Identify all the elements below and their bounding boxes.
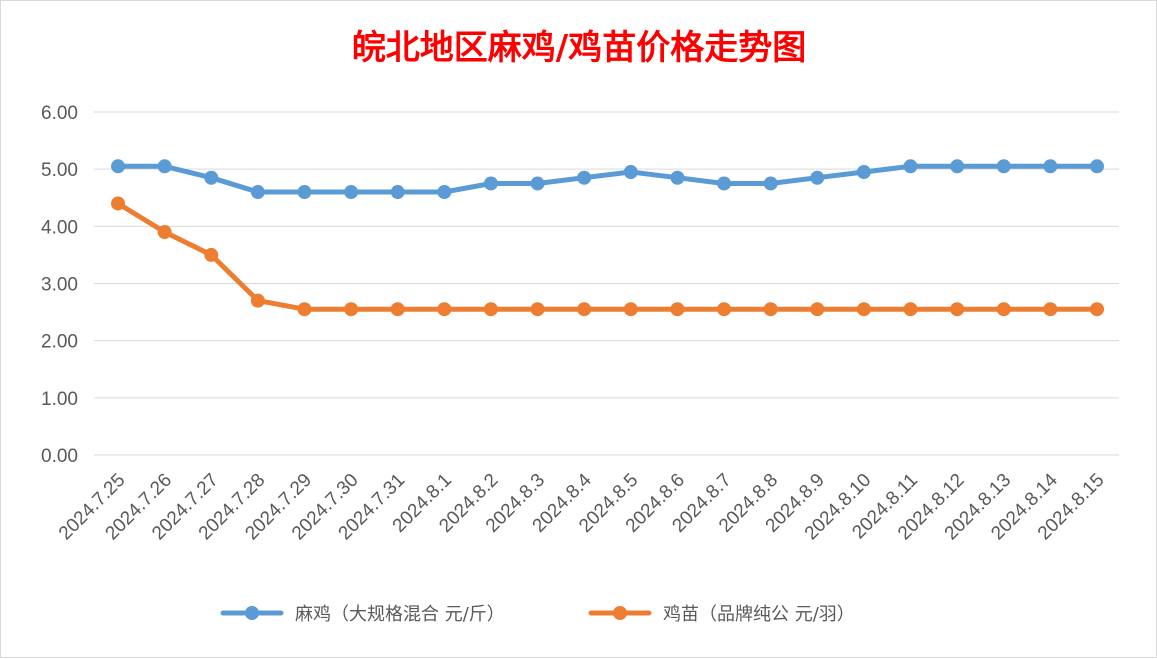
data-point <box>344 185 359 200</box>
data-point <box>670 302 685 317</box>
data-point <box>903 302 918 317</box>
data-point <box>950 302 965 317</box>
x-axis-ticks: 2024.7.252024.7.262024.7.272024.7.282024… <box>55 469 1109 544</box>
chart-title: 皖北地区麻鸡/鸡苗价格走势图 <box>352 28 806 68</box>
data-point <box>530 176 545 191</box>
legend-marker <box>245 606 259 620</box>
legend: 麻鸡（大规格混合 元/斤） 鸡苗（品牌纯公 元/羽） <box>220 604 855 625</box>
data-point <box>437 185 452 200</box>
series-1 <box>111 159 1104 200</box>
y-tick-label: 3.00 <box>41 275 78 296</box>
data-point <box>856 165 871 180</box>
y-tick-label: 1.00 <box>41 389 78 410</box>
data-point <box>717 176 732 191</box>
data-point <box>996 159 1011 174</box>
data-point <box>297 185 312 200</box>
data-point <box>1090 159 1104 174</box>
y-tick-label: 4.00 <box>41 217 78 238</box>
legend-item-1: 麻鸡（大规格混合 元/斤） <box>220 604 505 625</box>
data-point <box>390 302 405 317</box>
data-point <box>297 302 312 317</box>
data-point <box>344 302 359 317</box>
grid-lines <box>94 111 1119 456</box>
data-point <box>856 302 871 317</box>
data-point <box>577 170 592 185</box>
data-point <box>111 159 125 174</box>
data-point <box>483 176 498 191</box>
data-point <box>623 165 638 180</box>
data-point <box>1090 302 1104 317</box>
y-tick-label: 2.00 <box>41 332 78 353</box>
series-2 <box>111 196 1104 317</box>
data-point <box>1043 302 1058 317</box>
data-point <box>810 302 825 317</box>
data-point <box>903 159 918 174</box>
legend-label: 麻鸡（大规格混合 元/斤） <box>295 604 505 625</box>
data-point <box>996 302 1011 317</box>
legend-marker <box>613 606 627 620</box>
data-point <box>717 302 732 317</box>
data-point <box>204 247 219 262</box>
data-point <box>763 302 778 317</box>
legend-label: 鸡苗（品牌纯公 元/羽） <box>663 604 855 625</box>
data-point <box>577 302 592 317</box>
y-tick-label: 0.00 <box>41 446 78 467</box>
data-point <box>250 185 265 200</box>
data-point <box>111 196 125 211</box>
data-point <box>950 159 965 174</box>
series-line <box>115 163 1100 195</box>
legend-item-2: 鸡苗（品牌纯公 元/羽） <box>588 604 855 625</box>
data-point <box>530 302 545 317</box>
data-point <box>157 159 172 174</box>
data-point <box>250 293 265 308</box>
data-point <box>204 170 219 185</box>
data-point <box>763 176 778 191</box>
data-point <box>390 185 405 200</box>
series-layer <box>111 159 1104 317</box>
data-point <box>810 170 825 185</box>
series-line <box>115 201 1100 312</box>
y-tick-label: 5.00 <box>41 160 78 181</box>
data-point <box>1043 159 1058 174</box>
y-axis-ticks: 0.00 1.00 2.00 3.00 4.00 5.00 6.00 <box>41 103 78 467</box>
data-point <box>623 302 638 317</box>
y-tick-label: 6.00 <box>41 103 78 124</box>
data-point <box>157 225 172 240</box>
data-point <box>483 302 498 317</box>
data-point <box>437 302 452 317</box>
data-point <box>670 170 685 185</box>
